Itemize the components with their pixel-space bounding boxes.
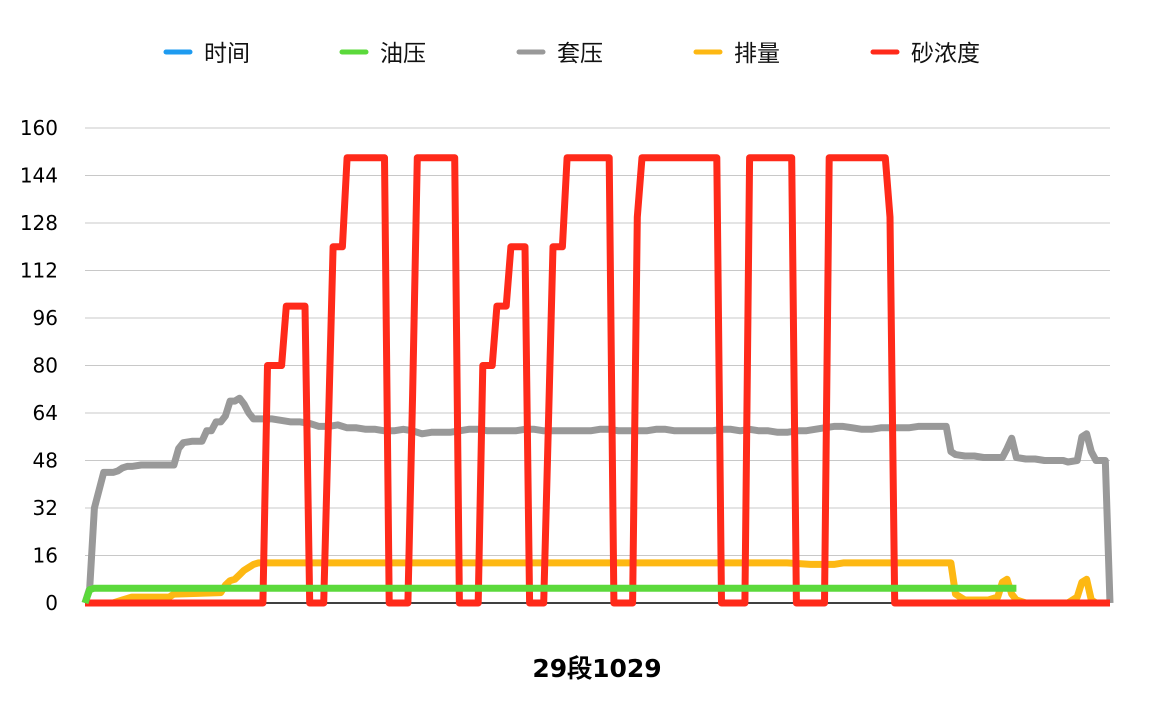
- legend-label: 油压: [380, 41, 426, 67]
- series-line-4: [85, 559, 1110, 607]
- legend-item: 时间: [163, 41, 250, 67]
- x-axis-title: 29段1029: [532, 654, 661, 683]
- y-tick-label: 80: [33, 354, 58, 378]
- grid: [85, 127, 1110, 604]
- y-tick-label: 16: [33, 544, 58, 568]
- legend-item: 排量: [693, 41, 780, 67]
- legend-item: 砂浓度: [870, 41, 980, 67]
- y-tick-label: 112: [20, 259, 58, 283]
- legend-label: 时间: [204, 41, 250, 67]
- legend-item: 油压: [339, 41, 426, 67]
- legend-label: 排量: [734, 41, 780, 67]
- legend-label: 砂浓度: [911, 41, 980, 67]
- series-line-2: [81, 584, 1017, 605]
- series-line-3: [81, 394, 1114, 605]
- y-tick-label: 48: [33, 449, 58, 473]
- y-tick-label: 160: [20, 116, 58, 140]
- legend-item: 套压: [516, 41, 603, 67]
- y-tick-label: 144: [20, 164, 58, 188]
- series-line-5: [85, 154, 1110, 607]
- y-tick-label: 128: [20, 211, 58, 235]
- y-axis: 0 16 32 48 64 80 96 112 128 144 160: [20, 116, 58, 615]
- y-tick-label: 64: [33, 401, 58, 425]
- y-tick-label: 0: [45, 591, 58, 615]
- plot-area: [81, 154, 1114, 607]
- y-tick-label: 32: [33, 496, 58, 520]
- legend: 时间 油压 套压 排量 砂浓度: [163, 41, 980, 67]
- legend-label: 套压: [557, 41, 603, 67]
- y-tick-label: 96: [33, 306, 58, 330]
